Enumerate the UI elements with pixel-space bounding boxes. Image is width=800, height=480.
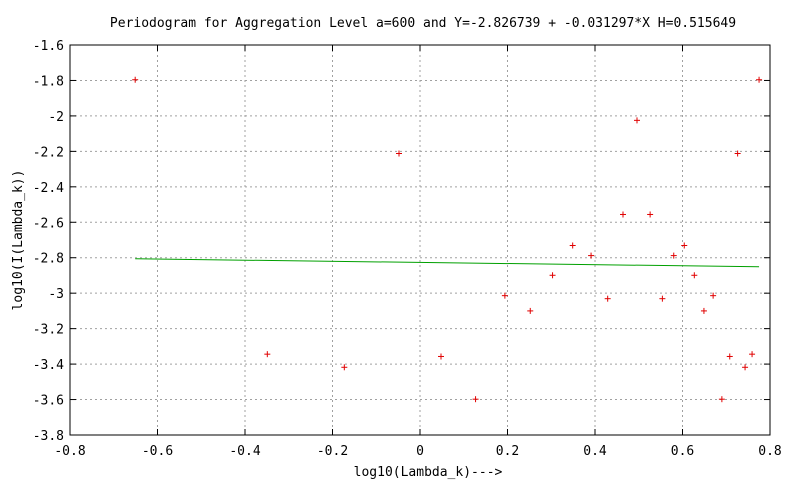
data-point [710,292,717,299]
data-point [501,292,508,299]
y-tick-label: -3.6 [33,394,64,409]
data-point [634,117,640,124]
data-point [341,364,348,371]
data-point [569,242,576,249]
data-point [681,242,688,249]
data-point [718,396,725,403]
data-point [396,150,402,157]
fit-line [135,258,760,268]
data-point [726,353,733,360]
data-point [691,272,698,279]
y-tick-label: -3.8 [33,429,64,444]
chart-title: Periodogram for Aggregation Level a=600 … [110,16,736,31]
data-point [604,295,611,302]
data-point [749,351,756,358]
data-point [742,364,749,371]
data-series [132,76,763,403]
data-point [647,211,654,218]
data-point [527,307,534,314]
x-tick-label: -0.4 [229,444,260,459]
data-point [734,150,741,157]
x-tick-label: -0.6 [142,444,173,459]
data-point [438,353,444,360]
y-tick-label: -3.2 [33,323,64,338]
axis-ticks: -0.8 -0.6 -0.4 -0.2 0 0.2 0.4 0.6 0.8 -3.8 -3.6 -3.… [33,39,782,459]
data-point [620,211,626,218]
data-point [756,76,763,83]
data-point [132,76,139,83]
data-point [472,396,479,403]
data-point [588,252,595,259]
y-tick-label: -2.2 [33,145,64,160]
grid-lines [70,45,770,435]
x-tick-label: 0 [416,444,424,459]
y-tick-label: -2.4 [33,181,64,196]
y-tick-label: -1.8 [33,74,64,89]
x-tick-label: -0.2 [317,444,348,459]
y-tick-label: -3 [48,287,64,302]
y-tick-label: -1.6 [33,39,64,54]
y-tick-label: -2.6 [33,216,64,231]
x-tick-label: 0.4 [583,444,607,459]
data-point [549,272,556,279]
y-tick-label: -2 [48,110,64,125]
y-tick-label: -3.4 [33,358,64,373]
data-point [700,307,707,314]
x-tick-label: 0.6 [671,444,694,459]
data-point [670,252,677,259]
y-tick-label: -2.8 [33,252,64,267]
x-tick-label: 0.8 [758,444,781,459]
x-tick-label: -0.8 [54,444,85,459]
data-point [264,351,271,358]
x-axis-label: log10(Lambda_k)---> [354,465,503,480]
x-tick-label: 0.2 [496,444,519,459]
data-point [659,295,666,302]
y-axis-label: log10(I(Lambda_k)) [11,170,26,311]
